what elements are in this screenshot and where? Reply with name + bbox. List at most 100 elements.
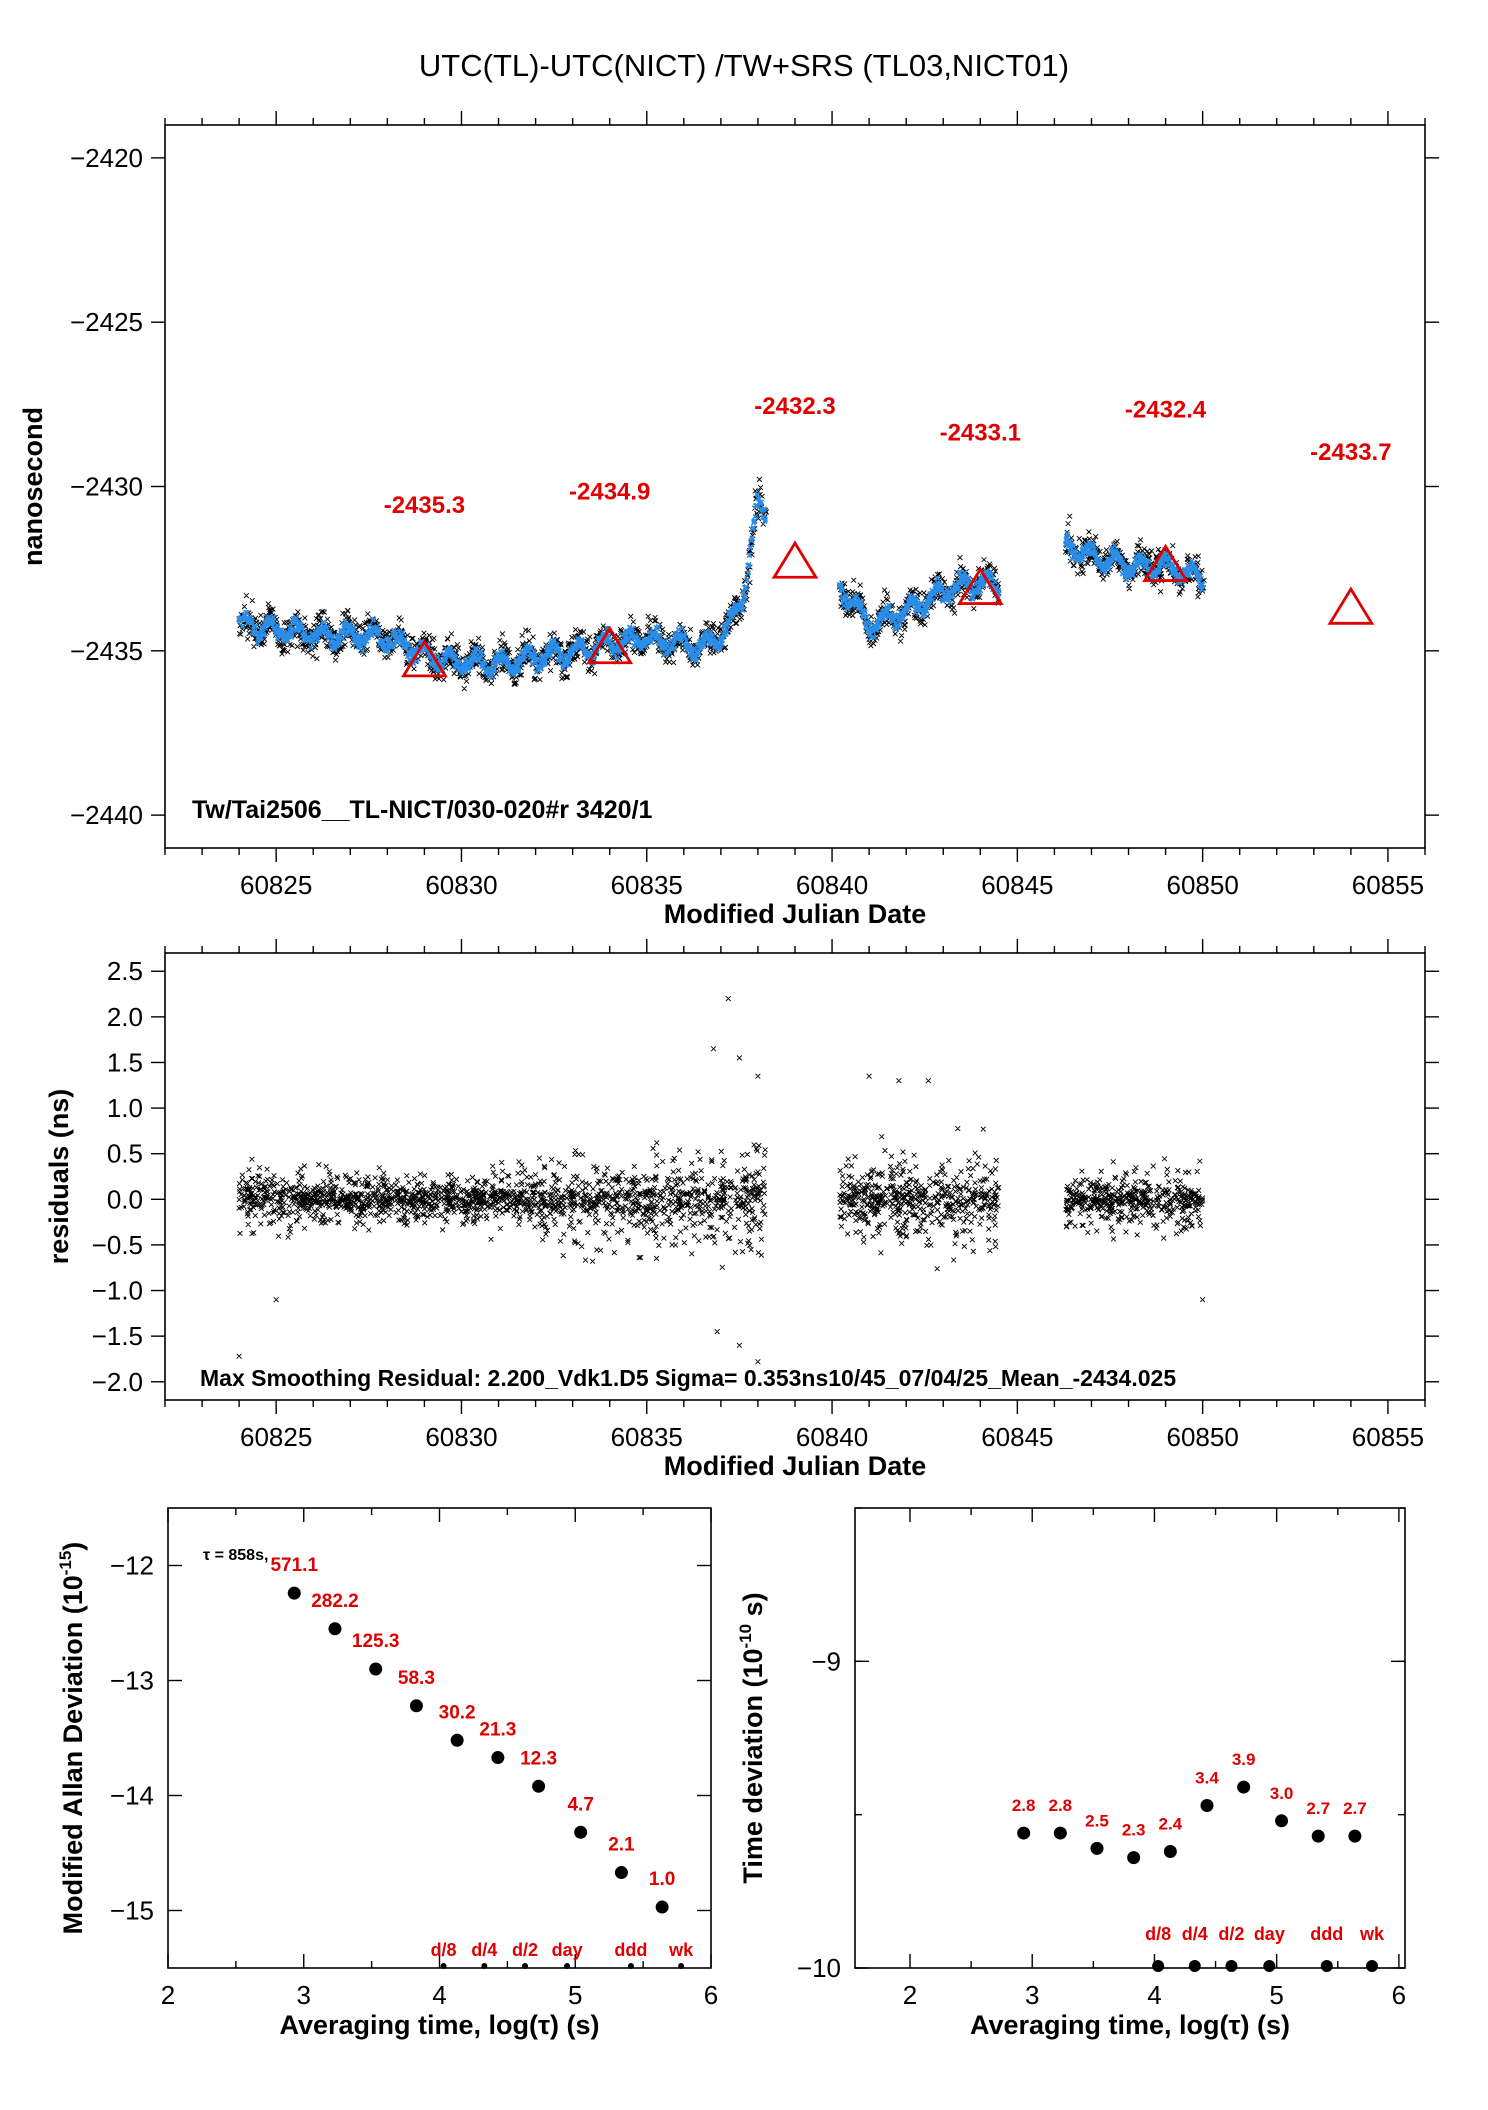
mdev-marker-5 <box>678 1963 685 1969</box>
x-tick-label: 3 <box>1025 1980 1039 2010</box>
monthly-point-0 <box>401 638 448 678</box>
x-tick-label: 60825 <box>240 870 312 900</box>
tdev-marker-label-3: day <box>1254 1924 1285 1944</box>
y-tick-label: −1.0 <box>92 1276 143 1306</box>
mdev-marker-label-1: d/4 <box>471 1940 497 1960</box>
x-axis-label: Averaging time, log(τ) (s) <box>279 2010 599 2040</box>
mdev-point-label-8: 2.1 <box>608 1835 635 1856</box>
tdev-point-label-7: 3.0 <box>1270 1784 1294 1803</box>
x-tick-label: 3 <box>297 1980 311 2010</box>
mdev-point-0 <box>287 1586 301 1600</box>
tdev-point-6 <box>1237 1780 1251 1794</box>
mdev-point-label-7: 4.7 <box>567 1794 593 1815</box>
tdev-point-5 <box>1200 1798 1214 1812</box>
tdev-marker-5 <box>1366 1960 1378 1972</box>
tdev-marker-4 <box>1320 1960 1333 1972</box>
x-tick-label: 2 <box>161 1980 175 2010</box>
tdev-point-label-5: 3.4 <box>1195 1768 1219 1787</box>
x-axis-label: Averaging time, log(τ) (s) <box>970 2010 1290 2040</box>
y-axis-label: Time deviation (10-10 s) <box>736 1592 768 1883</box>
monthly-label-1: -2434.9 <box>569 479 650 506</box>
x-tick-label: 60845 <box>981 1422 1053 1452</box>
x-tick-label: 4 <box>432 1980 446 2010</box>
monthly-point-4 <box>1142 543 1189 582</box>
x-tick-label: 60825 <box>240 1422 312 1452</box>
x-tick-label: 60835 <box>611 1422 683 1452</box>
tdev-point-9 <box>1348 1829 1362 1843</box>
x-tick-label: 4 <box>1147 1980 1161 2010</box>
mdev-point-2 <box>369 1662 383 1676</box>
tdev-point-label-2: 2.5 <box>1085 1811 1109 1830</box>
chart-title: UTC(TL)-UTC(NICT) /TW+SRS (TL03,NICT01) <box>419 48 1069 83</box>
mdev-frame <box>167 1507 712 1969</box>
y-tick-label: −10 <box>797 1953 841 1983</box>
y-tick-label: −9 <box>811 1646 841 1676</box>
mdev-marker-3 <box>564 1963 571 1969</box>
residuals-frame <box>164 952 1426 1401</box>
monthly-label-5: -2433.7 <box>1310 439 1391 466</box>
y-axis-label: Modified Allan Deviation (10-15) <box>56 1542 88 1935</box>
monthly-point-3 <box>956 566 1004 605</box>
tdev-point-label-0: 2.8 <box>1012 1796 1036 1815</box>
tdev-marker-label-0: d/8 <box>1145 1924 1171 1944</box>
tdev-marker-2 <box>1225 1960 1238 1972</box>
mdev-point-9 <box>655 1900 669 1914</box>
tau-note: τ = 858s, <box>203 1547 268 1564</box>
y-tick-label: −2.0 <box>92 1367 143 1397</box>
x-tick-label: 6 <box>704 1980 718 2010</box>
tdev-marker-label-5: wk <box>1359 1924 1385 1944</box>
y-tick-label: −0.5 <box>92 1230 143 1260</box>
y-tick-label: 2.0 <box>107 1002 143 1032</box>
y-tick-label: 0.5 <box>107 1139 143 1169</box>
timeseries-frame <box>164 124 1426 849</box>
x-tick-label: 60850 <box>1166 1422 1238 1452</box>
tdev-marker-label-2: d/2 <box>1218 1924 1244 1944</box>
x-tick-label: 60855 <box>1352 870 1424 900</box>
x-tick-label: 2 <box>903 1980 917 2010</box>
tdev-point-1 <box>1053 1826 1067 1840</box>
mdev-marker-label-4: ddd <box>614 1940 647 1960</box>
y-tick-label: 0.0 <box>107 1184 143 1214</box>
x-tick-label: 5 <box>568 1980 582 2010</box>
x-tick-label: 60850 <box>1166 870 1238 900</box>
x-tick-label: 60830 <box>425 1422 497 1452</box>
y-tick-label: −2435 <box>70 636 143 666</box>
y-tick-label: −14 <box>110 1781 154 1811</box>
y-axis-label: residuals (ns) <box>44 1089 74 1265</box>
y-tick-label: −2440 <box>70 800 143 830</box>
mdev-point-6 <box>532 1779 546 1793</box>
mdev-marker-1 <box>481 1963 488 1969</box>
mdev-marker-label-3: day <box>552 1940 583 1960</box>
x-tick-label: 60835 <box>611 870 683 900</box>
monthly-label-3: -2433.1 <box>940 419 1021 446</box>
residual-annotation: Max Smoothing Residual: 2.200_Vdk1.D5 Si… <box>200 1365 1176 1391</box>
mdev-point-label-4: 30.2 <box>439 1702 476 1723</box>
tdev-marker-3 <box>1263 1960 1276 1972</box>
mdev-point-label-3: 58.3 <box>398 1668 435 1689</box>
mdev-point-7 <box>574 1825 588 1839</box>
y-tick-label: −2420 <box>70 143 143 173</box>
tdev-point-7 <box>1275 1814 1289 1828</box>
x-tick-label: 6 <box>1392 1980 1406 2010</box>
mdev-marker-label-0: d/8 <box>431 1940 457 1960</box>
mdev-point-label-6: 12.3 <box>520 1748 557 1769</box>
y-tick-label: −15 <box>110 1896 154 1926</box>
mdev-point-3 <box>409 1699 423 1713</box>
tdev-marker-label-4: ddd <box>1310 1924 1343 1944</box>
mdev-point-label-9: 1.0 <box>649 1869 675 1890</box>
monthly-label-0: -2435.3 <box>384 492 465 519</box>
mdev-point-label-0: 571.1 <box>270 1555 318 1576</box>
x-tick-label: 60840 <box>796 1422 868 1452</box>
y-tick-label: −2430 <box>70 472 143 502</box>
timeseries-chart: 60825 60830 60835 60840 60845 60850 60855 −2440… <box>18 111 1439 929</box>
tdev-marker-1 <box>1188 1960 1201 1972</box>
y-tick-label: 1.5 <box>107 1047 143 1077</box>
source-annotation: Tw/Tai2506__TL-NICT/030-020#r 3420/1 <box>192 796 653 824</box>
monthly-label-2: -2432.3 <box>754 393 835 420</box>
x-tick-label: 60830 <box>425 870 497 900</box>
raw-measurements <box>236 476 1207 692</box>
mdev-marker-4 <box>627 1963 634 1969</box>
tdev-point-2 <box>1090 1841 1104 1855</box>
